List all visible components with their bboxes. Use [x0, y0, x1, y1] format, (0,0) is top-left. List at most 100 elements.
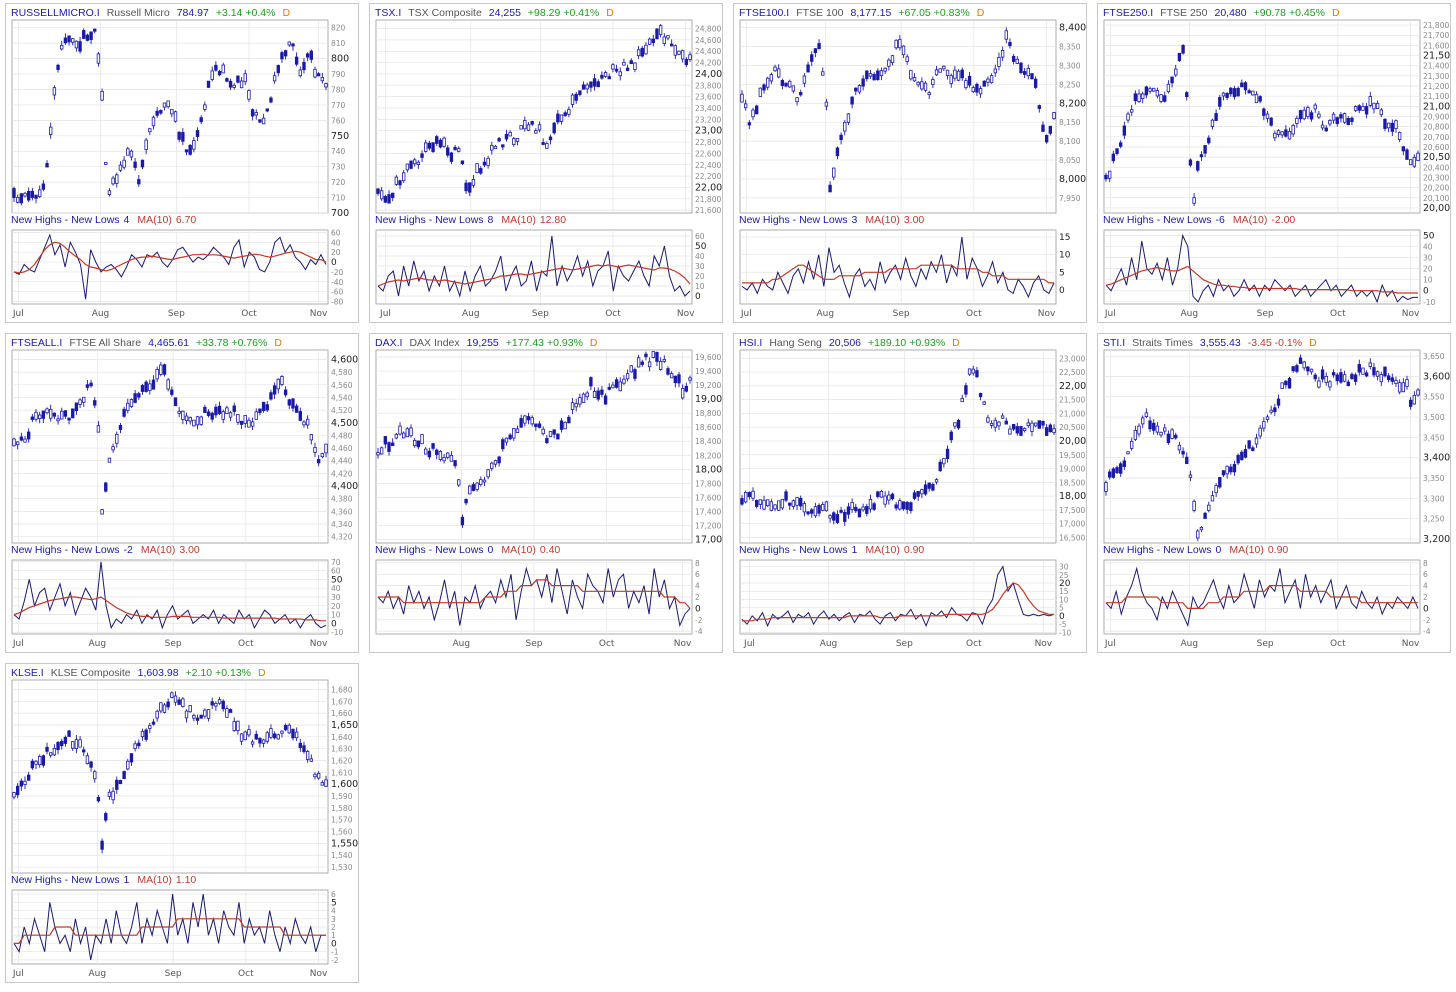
candle-up — [217, 699, 222, 704]
price-tick-label: 3,350 — [1423, 474, 1445, 483]
candle-up — [416, 161, 421, 165]
candle-down — [530, 121, 534, 125]
candle-down — [975, 83, 979, 93]
candle-up — [570, 94, 575, 105]
candle-up — [320, 76, 325, 82]
candle-up — [1397, 132, 1402, 140]
price-tick-label: 710 — [331, 194, 346, 203]
daily-flag[interactable]: D — [952, 337, 960, 349]
daily-flag[interactable]: D — [606, 7, 614, 19]
candle-up — [647, 38, 652, 45]
candle-down — [1221, 470, 1226, 476]
candle-up — [1280, 382, 1284, 389]
price-tick-label: 19,500 — [1059, 451, 1085, 460]
daily-flag[interactable]: D — [589, 337, 598, 349]
candle-down — [449, 152, 454, 162]
index-name: Hang Seng — [769, 337, 822, 349]
breadth-tick-label: 8 — [695, 559, 700, 568]
price-plot-frame — [11, 19, 329, 214]
candle-up — [442, 457, 446, 462]
daily-flag[interactable]: D — [1309, 337, 1317, 349]
x-tick-label: Oct — [966, 309, 982, 319]
ticker-symbol[interactable]: FTSE250.I — [1103, 7, 1154, 19]
ticker-symbol[interactable]: TSX.I — [375, 7, 402, 19]
breadth-tick-label: 0 — [1059, 612, 1065, 622]
candle-up — [1159, 94, 1163, 102]
candle-down — [137, 393, 141, 398]
breadth-tick-label: -60 — [331, 288, 343, 297]
candle-up — [100, 90, 104, 101]
ticker-symbol[interactable]: HSI.I — [739, 337, 763, 349]
candle-up — [313, 68, 317, 78]
candle-down — [614, 379, 619, 388]
breadth-tick-label: 25 — [1059, 571, 1069, 580]
x-tick-label: Sep — [526, 639, 543, 649]
candle-up — [111, 177, 115, 185]
candle-down — [1357, 105, 1361, 111]
candle-down — [909, 502, 913, 511]
candle-down — [261, 401, 266, 412]
candle-down — [788, 502, 792, 506]
candle-up — [1155, 90, 1160, 97]
breadth-tick-label: 6 — [695, 570, 700, 579]
candle-down — [258, 119, 262, 123]
percent-change: +0.4% — [245, 7, 276, 19]
candle-down — [556, 113, 560, 123]
ticker-symbol[interactable]: KLSE.I — [11, 667, 44, 679]
candle-up — [151, 116, 156, 127]
candle-up — [548, 431, 553, 438]
daily-flag[interactable]: D — [1331, 7, 1340, 19]
candle-down — [41, 755, 46, 766]
ticker-symbol[interactable]: FTSE100.I — [739, 7, 790, 19]
candle-down — [1357, 363, 1361, 373]
candle-up — [1008, 428, 1012, 435]
candle-up — [173, 111, 178, 122]
ticker-symbol[interactable]: FTSEALL.I — [11, 337, 63, 349]
candle-down — [184, 149, 189, 153]
candle-down — [1177, 52, 1182, 61]
daily-flag[interactable]: D — [282, 7, 291, 19]
candle-up — [585, 392, 589, 398]
candle-up — [1107, 170, 1112, 179]
candle-down — [677, 374, 681, 384]
breadth-tick-label: 5 — [1059, 268, 1065, 278]
price-tick-label: 740 — [331, 147, 346, 156]
candle-up — [997, 56, 1001, 67]
candle-up — [879, 490, 884, 498]
candle-down — [1115, 148, 1119, 154]
candle-up — [96, 53, 101, 64]
ma-label: MA(10) 0.40 — [501, 544, 560, 556]
candle-down — [762, 84, 766, 91]
breadth-tick-label: -5 — [1059, 620, 1067, 629]
index-name: Russell Micro — [106, 7, 170, 19]
ma-value: 12.80 — [539, 214, 567, 226]
candle-up — [923, 82, 928, 91]
daily-flag[interactable]: D — [274, 337, 282, 349]
ticker-symbol[interactable]: DAX.I — [375, 337, 403, 349]
candle-down — [625, 67, 630, 71]
ticker-symbol[interactable]: STI.I — [1103, 337, 1126, 349]
x-tick-label: Aug — [1181, 639, 1199, 649]
candle-up — [622, 61, 626, 66]
candle-up — [1328, 381, 1332, 388]
candle-down — [283, 50, 288, 57]
candle-down — [383, 196, 388, 203]
candle-down — [265, 108, 269, 112]
price-tick-label: 810 — [331, 39, 346, 48]
daily-flag[interactable]: D — [976, 7, 985, 19]
x-tick-label: Jul — [740, 309, 752, 319]
price-tick-label: 700 — [331, 208, 349, 219]
candle-down — [890, 493, 895, 500]
price-plot-frame — [739, 19, 1057, 214]
price-tick-label: 4,360 — [331, 507, 353, 516]
daily-flag[interactable]: D — [258, 667, 266, 679]
breadth-value: 4 — [123, 214, 130, 226]
candle-up — [405, 163, 410, 171]
candle-up — [1148, 88, 1152, 92]
candle-down — [390, 442, 395, 447]
ticker-symbol[interactable]: RUSSELLMICRO.I — [11, 7, 100, 19]
breadth-plot-frame — [739, 559, 1057, 635]
candle-down — [104, 813, 108, 821]
price-tick-label: 4,320 — [331, 533, 353, 542]
breadth-tick-label: 2 — [695, 593, 700, 602]
